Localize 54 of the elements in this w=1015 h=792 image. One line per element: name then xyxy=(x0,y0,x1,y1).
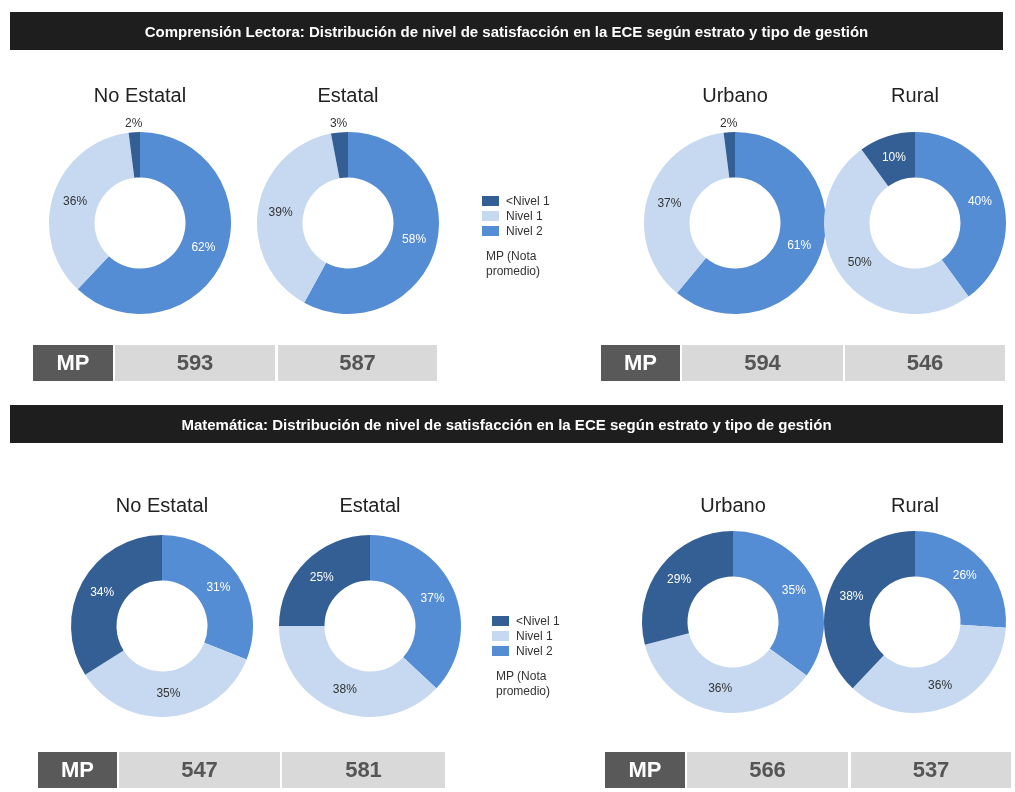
text: 566 xyxy=(687,752,848,788)
legend-label: Nivel 1 xyxy=(505,209,544,224)
data-label: 50% xyxy=(847,255,873,270)
text: 594 xyxy=(682,345,843,381)
text: Comprensión Lectora: Distribución de nivel de satisfacción en la ECE según estrato y tipo de gestión xyxy=(10,12,1003,50)
data-label: 26% xyxy=(952,567,978,582)
text: MP xyxy=(38,752,117,788)
text: Matemática: Distribución de nivel de satisfacción en la ECE según estrato y tipo de gestión xyxy=(10,405,1003,443)
chart-title: No Estatal xyxy=(114,494,210,517)
text: 593 xyxy=(115,345,275,381)
text: MP xyxy=(601,345,680,381)
data-label: 35% xyxy=(156,686,181,701)
chart-title: Rural xyxy=(890,494,940,517)
data-label: 37% xyxy=(420,591,445,606)
data-label: 29% xyxy=(667,572,692,587)
data-label: 39% xyxy=(268,204,293,219)
data-label: 38% xyxy=(332,681,358,696)
chart-title: Estatal xyxy=(316,84,380,107)
legend-label: <Nivel 1 xyxy=(515,614,561,629)
text: MP xyxy=(605,752,685,788)
text: MP xyxy=(33,345,113,381)
data-label: 34% xyxy=(90,585,115,600)
text: 581 xyxy=(282,752,445,788)
text: 537 xyxy=(851,752,1011,788)
data-label: 36% xyxy=(63,194,88,209)
data-label: 36% xyxy=(708,681,733,696)
data-label: 36% xyxy=(928,677,953,692)
chart-title: No Estatal xyxy=(92,84,188,107)
data-label: 31% xyxy=(206,579,231,594)
data-label: 2% xyxy=(125,115,143,130)
data-label: 37% xyxy=(657,196,682,211)
data-label: 35% xyxy=(781,583,807,598)
legend-label: Nivel 2 xyxy=(515,644,554,659)
data-label: 40% xyxy=(967,194,993,209)
data-label: 62% xyxy=(191,240,216,255)
legend-label: Nivel 1 xyxy=(515,629,554,644)
legend-label: Nivel 2 xyxy=(505,224,544,239)
text: 547 xyxy=(119,752,280,788)
text: 546 xyxy=(845,345,1005,381)
text: MP (Nota promedio) xyxy=(496,669,552,699)
chart-title: Estatal xyxy=(338,494,402,517)
data-label: 58% xyxy=(402,232,427,247)
data-label: 61% xyxy=(787,238,812,253)
data-label: 2% xyxy=(720,115,738,130)
chart-title: Urbano xyxy=(701,84,769,107)
legend-label: <Nivel 1 xyxy=(505,194,551,209)
text: MP (Nota promedio) xyxy=(486,249,542,279)
data-label: 25% xyxy=(309,570,335,585)
data-label: 3% xyxy=(329,115,348,130)
text: 587 xyxy=(278,345,437,381)
data-label: 38% xyxy=(839,589,864,604)
data-label: 10% xyxy=(881,150,907,165)
chart-title: Urbano xyxy=(699,494,767,517)
chart-title: Rural xyxy=(890,84,940,107)
